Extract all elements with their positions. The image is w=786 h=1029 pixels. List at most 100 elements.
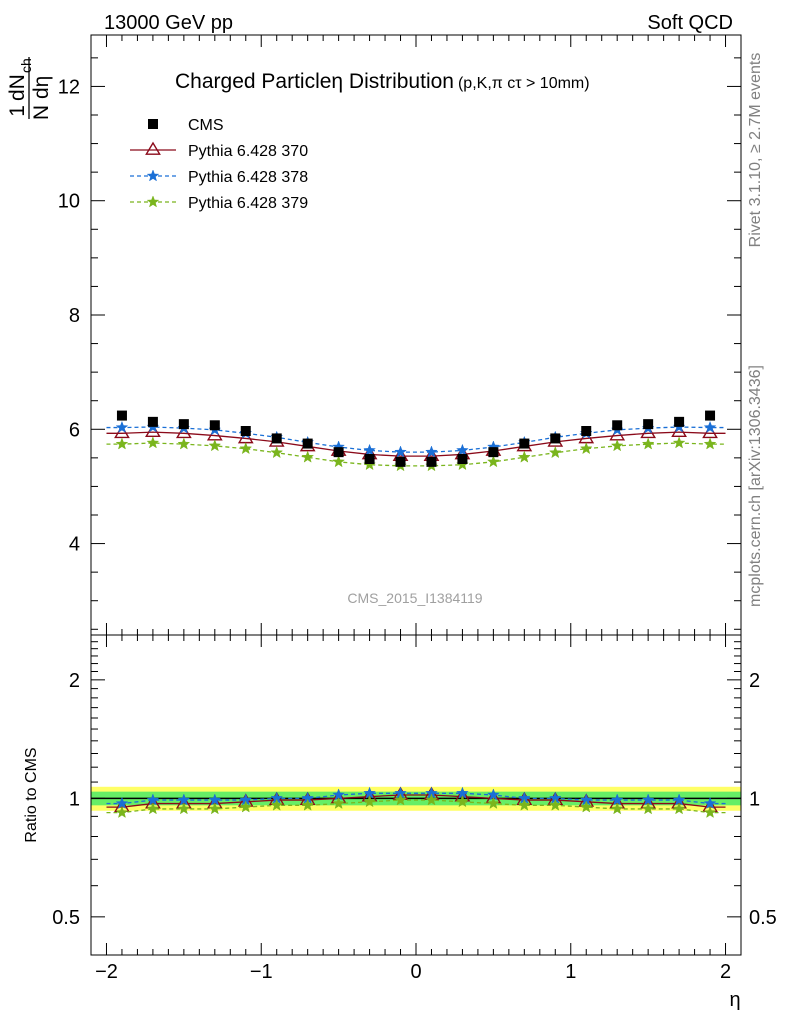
series-point-1 <box>456 443 469 456</box>
x-tick-label: 0 <box>410 961 421 983</box>
ratio-point-2 <box>177 802 191 815</box>
ratio-point-2 <box>208 802 222 815</box>
y-tick-label: 10 <box>58 191 80 213</box>
ratio-point-2 <box>610 802 624 815</box>
data-point <box>488 447 499 458</box>
ratio-point-2 <box>146 802 160 815</box>
data-point <box>395 456 406 467</box>
data-point <box>147 416 158 427</box>
ratio-series-line-0 <box>106 794 726 808</box>
ratio-point-2 <box>579 800 593 813</box>
legend-label-3: Pythia 6.428 379 <box>188 195 308 212</box>
legend-marker-2 <box>146 169 160 182</box>
series-point-2 <box>332 455 346 468</box>
y-tick-label: 12 <box>58 76 80 98</box>
series-point-2 <box>301 450 315 463</box>
series-point-2 <box>610 439 624 452</box>
series-point-2 <box>517 450 531 463</box>
x-tick-label: −1 <box>250 961 273 983</box>
y-tick-label: 8 <box>69 305 80 327</box>
data-point <box>674 416 685 427</box>
ratio-point-2 <box>456 795 469 808</box>
ratio-point-2 <box>517 798 531 811</box>
data-point <box>209 420 220 431</box>
data-point <box>426 456 437 467</box>
ratio-series-line-2 <box>106 799 726 814</box>
ratio-point-2 <box>239 800 253 813</box>
y-tick-label: 4 <box>69 534 80 556</box>
x-tick-label: −2 <box>95 961 118 983</box>
ratio-point-2 <box>363 795 376 808</box>
series-point-2 <box>208 439 222 452</box>
ratio-point-2 <box>703 805 717 819</box>
ratio-point-2 <box>301 798 315 811</box>
data-point <box>364 454 375 464</box>
ratio-tick-label-right: 1 <box>749 788 760 810</box>
data-point <box>302 438 313 449</box>
series-point-2 <box>672 436 686 449</box>
y-label-denominator-n: N <box>30 105 53 120</box>
series-point-2 <box>177 437 191 450</box>
legend-marker-3 <box>146 195 160 208</box>
x-tick-label: 2 <box>720 961 731 983</box>
rivet-side-label: Rivet 3.1.10, ≥ 2.7M events <box>747 53 764 248</box>
series-point-2 <box>270 445 284 459</box>
ratio-point-2 <box>332 796 346 809</box>
chart-subtitle: (p,K,π cτ > 10mm) <box>458 75 590 92</box>
legend-label-2: Pythia 6.428 378 <box>188 169 308 186</box>
header-right-label: Soft QCD <box>647 12 733 34</box>
ratio-point-2 <box>425 793 438 806</box>
data-point <box>271 433 282 444</box>
ratio-point-2 <box>270 798 284 811</box>
ratio-y-axis-label: Ratio to CMS <box>23 747 40 842</box>
series-point-1 <box>115 420 129 434</box>
series-point-1 <box>394 445 407 458</box>
x-tick-label: 1 <box>565 961 576 983</box>
data-point <box>519 438 530 449</box>
legend-label-1: Pythia 6.428 370 <box>188 143 308 160</box>
ratio-point-2 <box>115 805 129 819</box>
y-label-deta: dη <box>30 76 53 99</box>
data-point <box>550 433 561 444</box>
analysis-watermark: CMS_2015_I1384119 <box>347 590 482 606</box>
series-line-1 <box>106 426 726 453</box>
ratio-point-2 <box>394 793 407 806</box>
data-point <box>178 419 189 430</box>
series-point-2 <box>486 455 500 468</box>
data-point <box>116 410 127 421</box>
header-left-label: 13000 GeV pp <box>104 12 233 34</box>
ratio-point-2 <box>548 798 562 811</box>
series-line-0 <box>106 431 726 457</box>
legend-label-0: CMS <box>188 117 224 134</box>
data-point <box>705 410 716 421</box>
ratio-tick-label-right: 2 <box>749 670 760 692</box>
ratio-point-2 <box>486 796 500 809</box>
ratio-tick-label-left: 0.5 <box>52 907 80 929</box>
y-label-dn: dN <box>6 74 29 101</box>
ratio-tick-label-left: 1 <box>69 788 80 810</box>
series-point-2 <box>239 441 253 455</box>
series-line-2 <box>106 442 726 467</box>
series-point-1 <box>425 445 438 458</box>
ratio-point-2 <box>641 802 655 815</box>
ratio-tick-label-left: 2 <box>69 670 80 692</box>
ratio-tick-label-right: 0.5 <box>749 907 777 929</box>
chart-title: Charged Particleη Distribution (p,K,π cτ … <box>175 70 590 93</box>
data-point <box>333 447 344 458</box>
legend-marker-1 <box>145 141 161 155</box>
series-point-2 <box>641 437 655 450</box>
y-tick-label: 6 <box>69 419 80 441</box>
series-point-2 <box>146 436 160 449</box>
series-point-2 <box>579 441 593 455</box>
data-point <box>643 419 654 430</box>
data-point <box>612 420 623 431</box>
series-point-2 <box>115 437 129 450</box>
data-point <box>581 426 592 436</box>
data-point <box>457 454 468 464</box>
ratio-series-line-1 <box>106 792 726 805</box>
